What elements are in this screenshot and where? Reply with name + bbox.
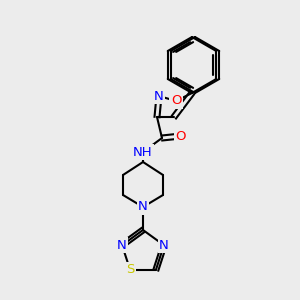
Text: N: N bbox=[154, 89, 164, 103]
Text: N: N bbox=[117, 239, 127, 252]
Text: O: O bbox=[176, 130, 186, 142]
Text: O: O bbox=[171, 94, 181, 107]
Text: S: S bbox=[126, 263, 134, 276]
Text: NH: NH bbox=[133, 146, 153, 158]
Text: N: N bbox=[159, 239, 169, 252]
Text: N: N bbox=[138, 200, 148, 214]
